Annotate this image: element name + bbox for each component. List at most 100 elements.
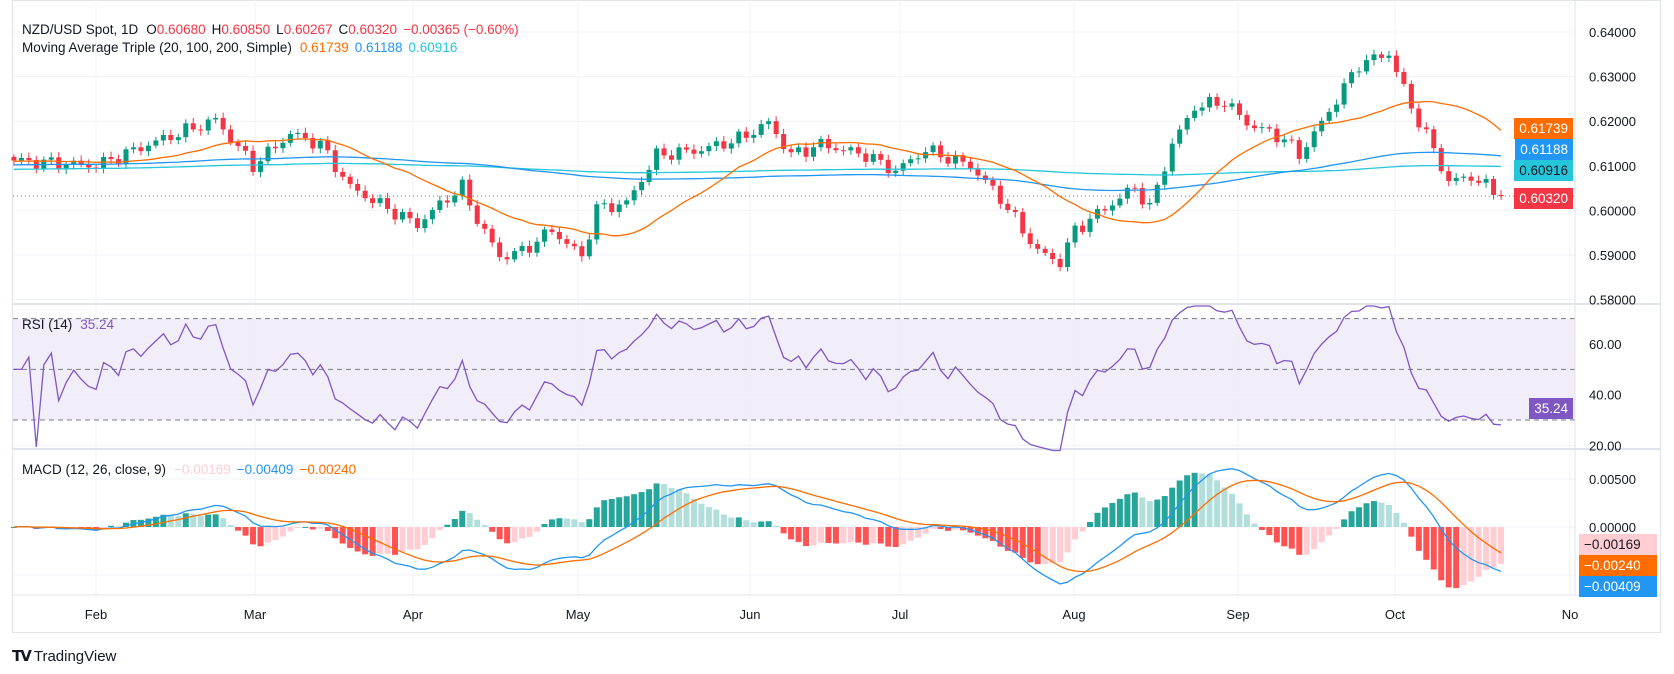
candle-body [601, 203, 607, 205]
macd-histogram-bar [115, 526, 122, 528]
candle-body [646, 169, 652, 182]
candle-body [280, 142, 286, 149]
candle-body [1057, 259, 1063, 268]
macd-histogram-bar [1408, 527, 1415, 537]
candle-body [265, 146, 271, 162]
candle-body [691, 149, 697, 154]
candle-body [1162, 171, 1168, 185]
macd-histogram-bar [108, 525, 115, 527]
candle-body [683, 147, 689, 150]
macd-histogram-bar [1228, 493, 1235, 527]
macd-histogram-bar [616, 497, 623, 527]
candle-body [952, 155, 958, 164]
candle-body [130, 147, 136, 150]
macd-histogram-bar [982, 527, 989, 539]
macd-histogram-bar [870, 527, 877, 544]
high-value: 0.60850 [221, 22, 271, 37]
candle-body [997, 185, 1003, 204]
candle-body [123, 149, 129, 164]
macd-histogram-bar [1326, 527, 1333, 536]
macd-histogram-bar [190, 514, 197, 527]
macd-histogram-bar [758, 521, 765, 527]
rsi-axis-label: 40.00 [1589, 388, 1622, 403]
candle-body [1207, 97, 1213, 108]
grid [13, 0, 1575, 595]
macd-histogram-bar [1169, 487, 1176, 527]
macd-histogram-bar [855, 527, 862, 543]
candle-body [915, 158, 921, 160]
time-axis-label: Oct [1385, 607, 1406, 622]
candle-body [198, 129, 204, 131]
macd-histogram-bar [945, 527, 952, 531]
macd-histogram-bar [922, 527, 929, 534]
macd-histogram-bar [646, 489, 653, 527]
rsi-legend[interactable]: RSI (14) 35.24 [22, 317, 120, 332]
macd-histogram-bar [294, 527, 301, 528]
candle-body [317, 140, 323, 149]
symbol-title: NZD/USD Spot, 1D [22, 22, 139, 37]
candle-body [1139, 188, 1145, 205]
symbol-legend[interactable]: NZD/USD Spot, 1D O0.60680 H0.60850 L0.60267… [22, 22, 525, 37]
tradingview-logo[interactable]: TV TradingView [12, 647, 116, 665]
macd-histogram-bar [795, 527, 802, 542]
macd-histogram-bar [1072, 527, 1079, 540]
macd-histogram-bar [1124, 494, 1131, 527]
macd-histogram-bar [1079, 527, 1086, 532]
macd-histogram-bar [399, 527, 406, 552]
candle-body [661, 148, 667, 156]
macd-hist-badge: −0.00169 [1579, 534, 1657, 555]
macd-histogram-bar [1400, 522, 1407, 527]
macd-histogram-bar [1131, 492, 1138, 527]
tradingview-wordmark: TradingView [33, 647, 117, 665]
macd-histogram-bar [907, 527, 914, 541]
candle-body [721, 141, 727, 149]
candle-body [1020, 212, 1026, 234]
macd-histogram-bar [406, 527, 413, 550]
macd-histogram-bar [661, 484, 668, 527]
candle-body [751, 134, 757, 138]
ma-legend[interactable]: Moving Average Triple (20, 100, 200, Sim… [22, 40, 463, 55]
candle-body [1184, 117, 1190, 130]
candle-body [190, 123, 196, 130]
candle-body [86, 164, 92, 168]
rsi-pane [13, 305, 1502, 452]
macd-histogram-bar [100, 527, 107, 528]
macd-histogram-bar [930, 527, 937, 529]
macd-histogram-bar [1483, 527, 1490, 571]
macd-histogram-bar [1288, 527, 1295, 549]
close-value: 0.60320 [348, 22, 398, 37]
candle-body [205, 119, 211, 131]
candle-body [175, 137, 181, 141]
candle-body [489, 228, 495, 243]
axes[interactable]: 0.64000 0.63000 0.62000 0.61000 0.60000 0.590… [85, 25, 1636, 622]
macd-histogram-bar [1266, 527, 1273, 536]
candle-body [848, 147, 854, 151]
macd-histogram-bar [1393, 512, 1400, 527]
candle-body [1132, 187, 1138, 189]
macd-histogram-bar [1453, 527, 1460, 589]
candle-body [1431, 129, 1437, 149]
macd-histogram-bar [377, 527, 384, 554]
candle-body [945, 157, 951, 164]
macd-legend[interactable]: MACD (12, 26, close, 9) −0.00169 −0.00409−… [22, 462, 362, 477]
rsi-value: 35.24 [80, 317, 115, 332]
time-axis-label: Aug [1062, 607, 1085, 622]
candle-body [900, 163, 906, 171]
candle-body [938, 145, 944, 158]
macd-histogram-bar [1296, 527, 1303, 555]
macd-histogram-bar [601, 500, 608, 527]
candle-body [1446, 171, 1452, 182]
macd-histogram-bar [653, 483, 660, 527]
ma20-line [13, 100, 1502, 237]
macd-histogram-bar [317, 527, 324, 529]
macd-histogram-bar [1049, 527, 1056, 564]
candle-body [698, 151, 704, 154]
candle-body [676, 147, 682, 160]
macd-histogram-bar [242, 527, 249, 536]
macd-histogram-bar [997, 527, 1004, 547]
price-axis-label: 0.60000 [1589, 203, 1636, 218]
macd-histogram-bar [638, 492, 645, 527]
candle-body [78, 160, 84, 165]
macd-histogram-bar [728, 517, 735, 527]
